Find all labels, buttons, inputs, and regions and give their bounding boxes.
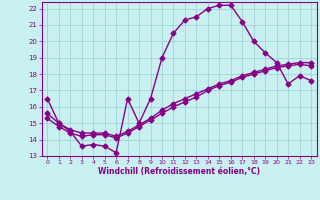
- X-axis label: Windchill (Refroidissement éolien,°C): Windchill (Refroidissement éolien,°C): [98, 167, 260, 176]
